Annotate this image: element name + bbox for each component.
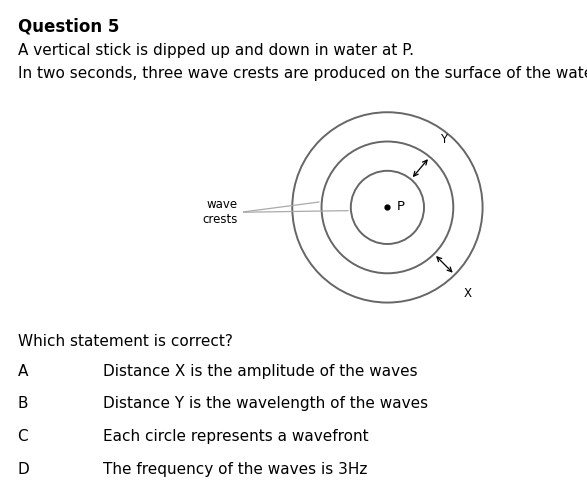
Text: Distance X is the amplitude of the waves: Distance X is the amplitude of the waves: [103, 364, 417, 379]
Text: wave
crests: wave crests: [203, 198, 238, 226]
Text: P: P: [397, 200, 405, 213]
Text: B: B: [18, 396, 28, 411]
Text: The frequency of the waves is 3Hz: The frequency of the waves is 3Hz: [103, 462, 367, 477]
Text: In two seconds, three wave crests are produced on the surface of the water.: In two seconds, three wave crests are pr…: [18, 66, 587, 81]
Text: Each circle represents a wavefront: Each circle represents a wavefront: [103, 429, 369, 444]
Text: Distance Y is the wavelength of the waves: Distance Y is the wavelength of the wave…: [103, 396, 428, 411]
Text: A: A: [18, 364, 28, 379]
Text: C: C: [18, 429, 28, 444]
Text: Y: Y: [440, 133, 447, 146]
Text: X: X: [464, 287, 472, 300]
Text: A vertical stick is dipped up and down in water at P.: A vertical stick is dipped up and down i…: [18, 43, 414, 58]
Text: D: D: [18, 462, 29, 477]
Text: Which statement is correct?: Which statement is correct?: [18, 334, 232, 349]
Text: Question 5: Question 5: [18, 17, 119, 35]
